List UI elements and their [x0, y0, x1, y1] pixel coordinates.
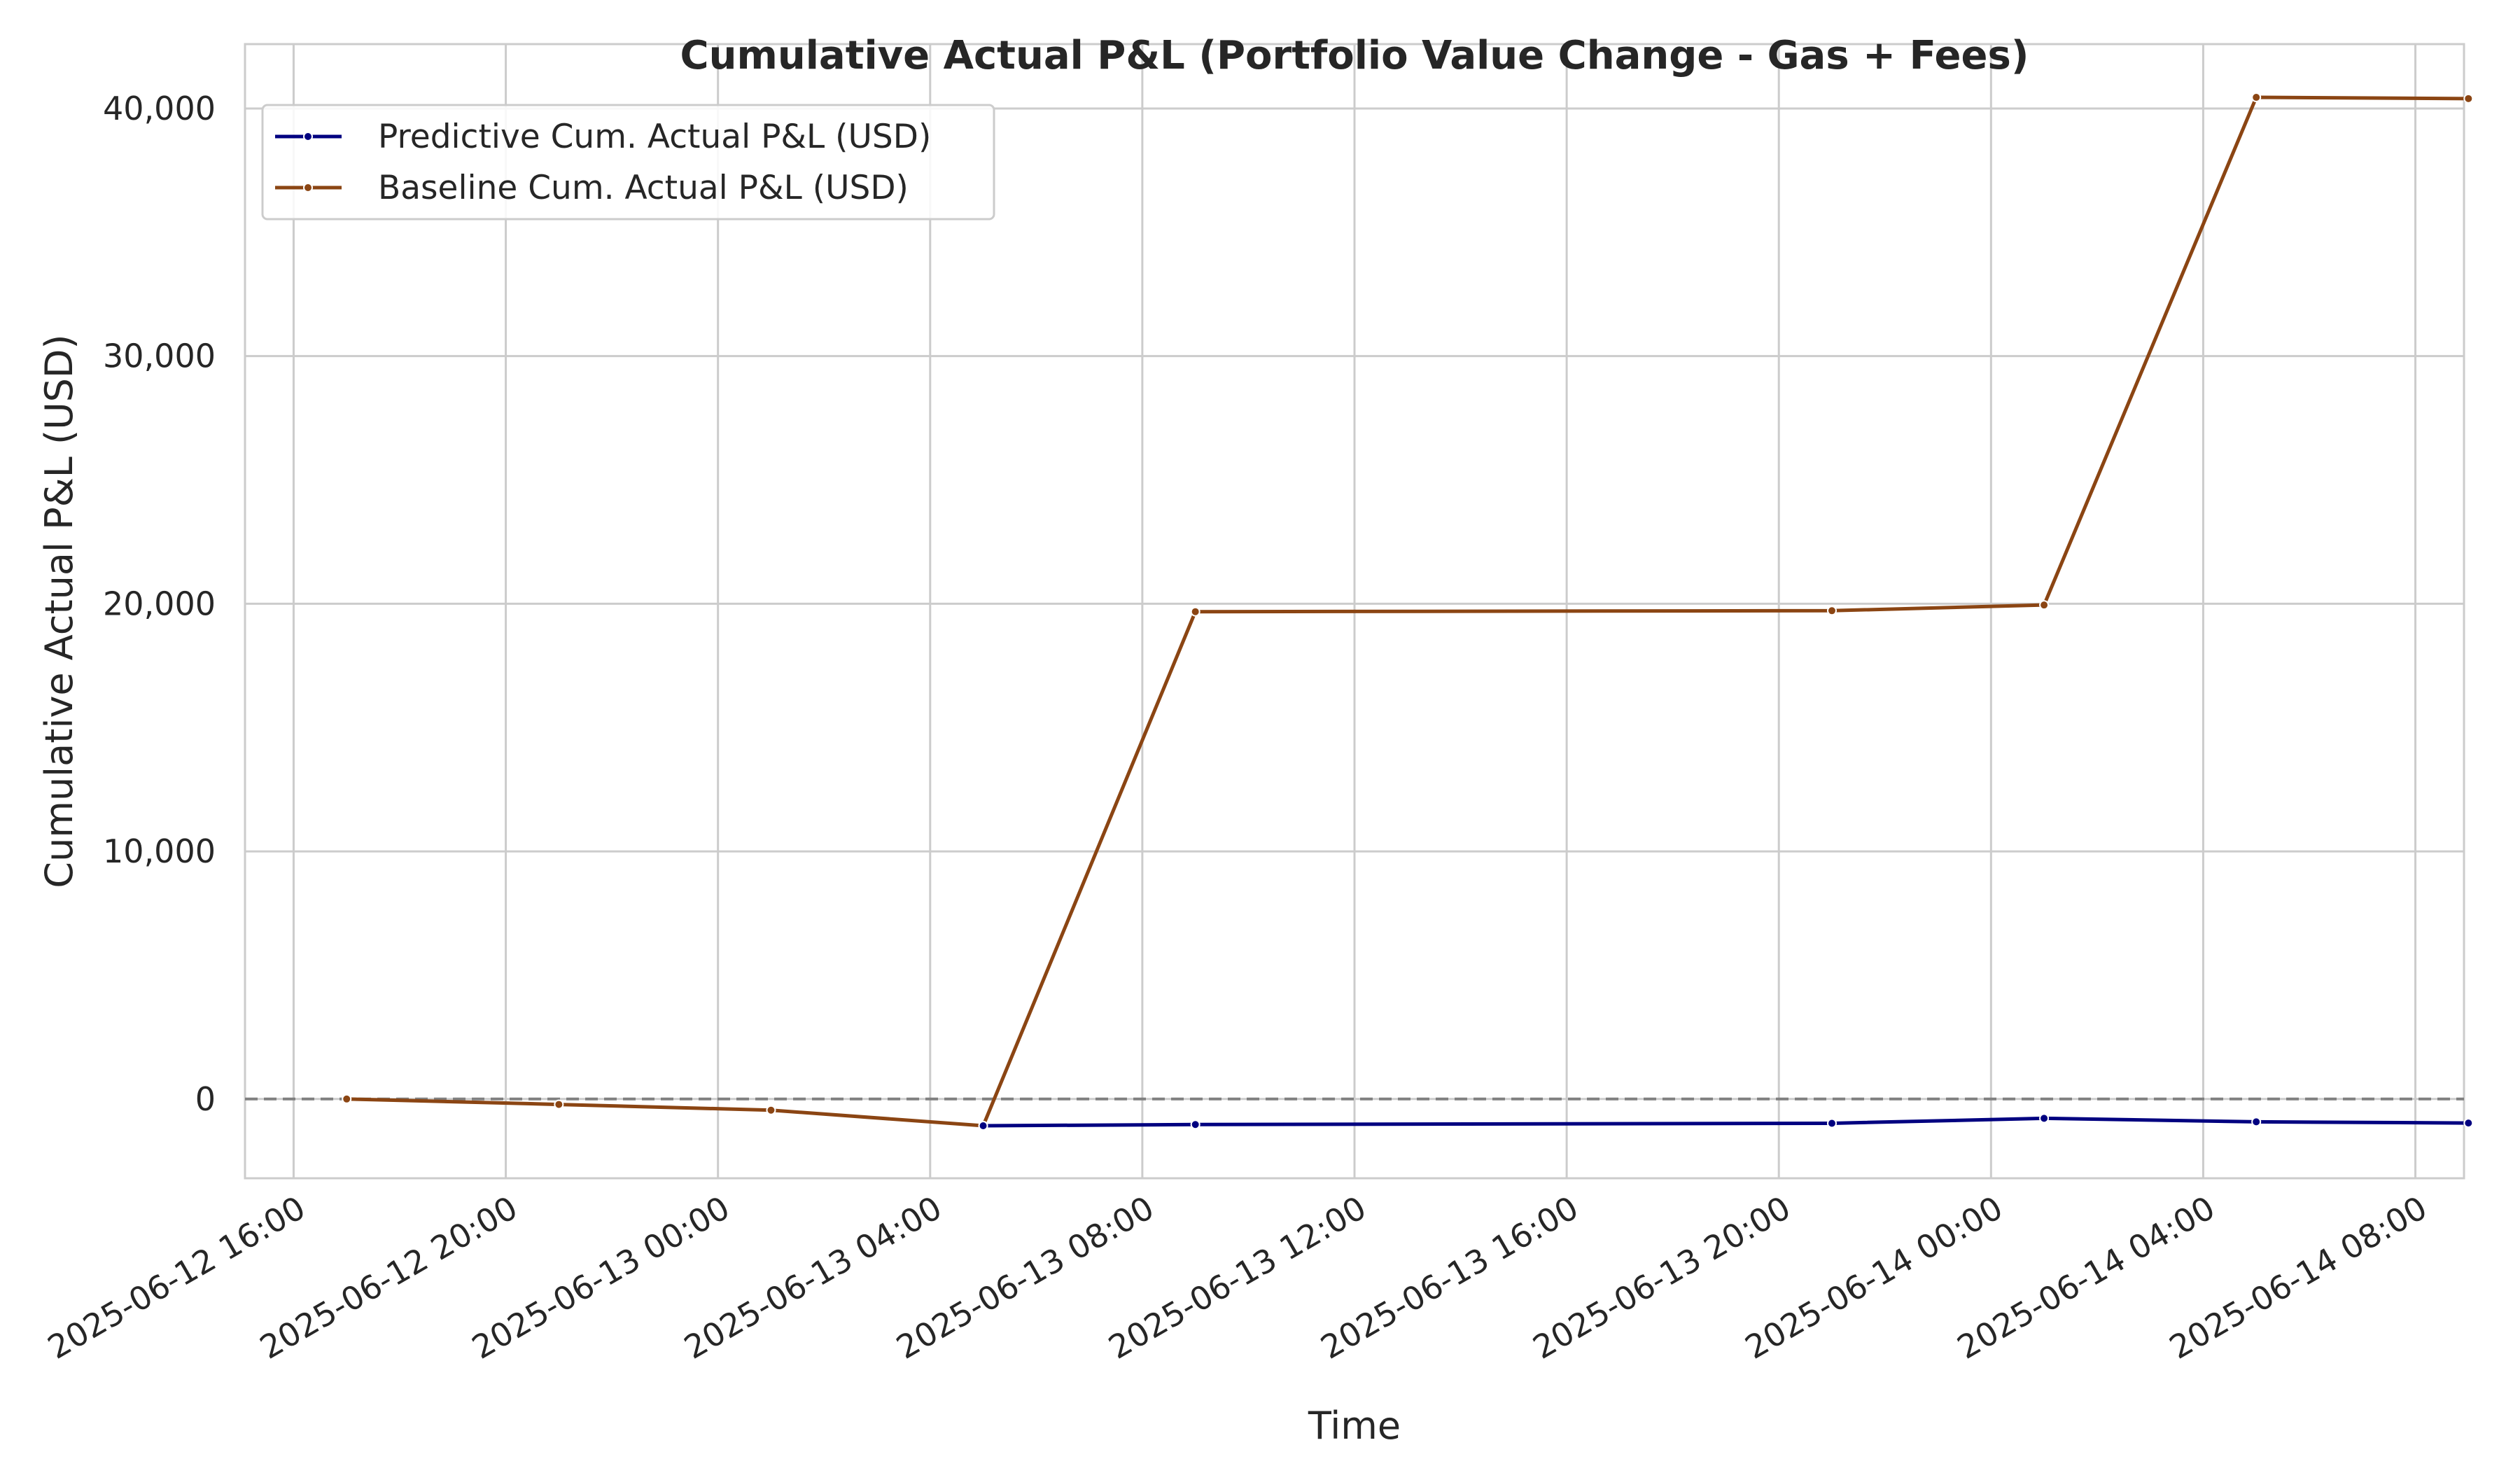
y-tick-label: 10,000 — [103, 832, 216, 870]
data-series — [342, 92, 2474, 1131]
legend-label: Baseline Cum. Actual P&L (USD) — [378, 169, 909, 207]
data-point — [1826, 606, 1837, 616]
series-predictive — [978, 1113, 2474, 1131]
data-point — [978, 1121, 988, 1131]
y-tick-label: 20,000 — [103, 585, 216, 622]
x-axis-label: Time — [1308, 1404, 1401, 1448]
y-tick-label: 0 — [195, 1080, 216, 1118]
legend-item-predictive: Predictive Cum. Actual P&L (USD) — [275, 118, 931, 156]
legend-item-baseline: Baseline Cum. Actual P&L (USD) — [275, 169, 909, 207]
y-axis-label: Cumulative Actual P&L (USD) — [37, 334, 81, 888]
data-point — [1190, 606, 1200, 617]
series-baseline — [342, 92, 2474, 1131]
data-point — [2251, 1117, 2262, 1127]
y-tick-label: 40,000 — [103, 90, 216, 127]
data-point — [2463, 93, 2474, 104]
chart-title: Cumulative Actual P&L (Portfolio Value C… — [680, 33, 2029, 78]
data-point — [2251, 92, 2262, 103]
data-point — [2463, 1118, 2474, 1129]
series-line — [983, 1116, 2469, 1128]
y-tick-label: 30,000 — [103, 337, 216, 375]
data-point — [2039, 600, 2050, 610]
y-tick-labels: 0 10,000 20,000 30,000 40,000 — [103, 90, 216, 1118]
data-point — [1190, 1119, 1200, 1130]
legend-label: Predictive Cum. Actual P&L (USD) — [378, 118, 931, 156]
plot-area-frame — [244, 43, 2465, 1180]
legend: Predictive Cum. Actual P&L (USD) Baselin… — [261, 104, 995, 221]
data-point — [1826, 1118, 1837, 1129]
data-point — [554, 1099, 564, 1110]
data-point — [342, 1094, 352, 1104]
data-point — [766, 1105, 776, 1115]
data-point — [2039, 1113, 2050, 1124]
legend-swatch-marker — [303, 183, 313, 193]
legend-box — [261, 104, 995, 221]
legend-swatch-marker — [303, 132, 313, 141]
